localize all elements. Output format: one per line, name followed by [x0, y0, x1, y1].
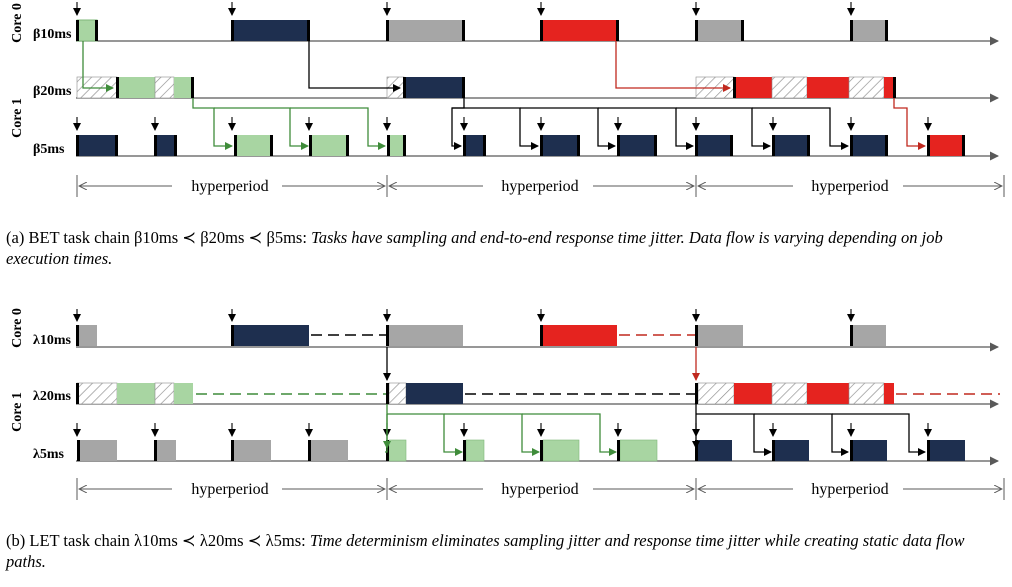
task-label-10ms: β10ms	[33, 27, 72, 42]
caption-b: (b) LET task chain λ10ms ≺ λ20ms ≺ λ5ms:…	[6, 530, 1004, 572]
hyperperiod-label: hyperperiod	[501, 178, 578, 195]
task-label-20ms: β20ms	[33, 84, 72, 99]
caption-a-text: Tasks have sampling and end-to-end respo…	[6, 228, 943, 268]
core0-label: Core 0	[10, 3, 25, 43]
hyperperiod-label: hyperperiod	[811, 178, 888, 195]
task-label-5ms: β5ms	[33, 142, 65, 157]
hyperperiod-label: hyperperiod	[501, 481, 578, 498]
release-arrows-10ms	[73, 2, 855, 16]
task-label-20ms: λ20ms	[33, 389, 72, 404]
jobs-10ms	[76, 325, 886, 346]
task-label-10ms: λ10ms	[33, 333, 72, 348]
release-arrows-5ms	[73, 117, 932, 131]
panel-b: Core 0 Core 1 λ10ms λ20ms λ5ms	[10, 308, 1005, 500]
core0-label: Core 0	[10, 308, 25, 348]
jobs-5ms	[76, 135, 965, 156]
release-arrows-10ms	[73, 309, 855, 322]
caption-b-prefix: (b) LET task chain λ10ms ≺ λ20ms ≺ λ5ms:	[6, 531, 310, 550]
jobs-20ms	[76, 382, 894, 405]
jobs-10ms	[76, 19, 888, 42]
caption-b-text: Time determinism eliminates sampling jit…	[6, 531, 965, 571]
hyperperiod-label: hyperperiod	[191, 481, 268, 498]
core1-label: Core 1	[10, 98, 25, 138]
panel-a: Core 0 Core 1 β10ms β20ms β5ms	[10, 2, 1005, 197]
hyperperiod-label: hyperperiod	[811, 481, 888, 498]
dataflow-b	[383, 347, 926, 456]
caption-a-prefix: (a) BET task chain β10ms ≺ β20ms ≺ β5ms:	[6, 228, 312, 247]
core1-label: Core 1	[10, 392, 25, 432]
jobs-5ms	[77, 439, 965, 462]
dataflow-a	[82, 41, 926, 150]
hyperperiod-label: hyperperiod	[191, 178, 268, 195]
jobs-20ms	[76, 76, 896, 99]
release-arrows-5ms	[73, 423, 932, 437]
caption-a: (a) BET task chain β10ms ≺ β20ms ≺ β5ms:…	[6, 227, 1004, 269]
task-label-5ms: λ5ms	[33, 447, 65, 462]
